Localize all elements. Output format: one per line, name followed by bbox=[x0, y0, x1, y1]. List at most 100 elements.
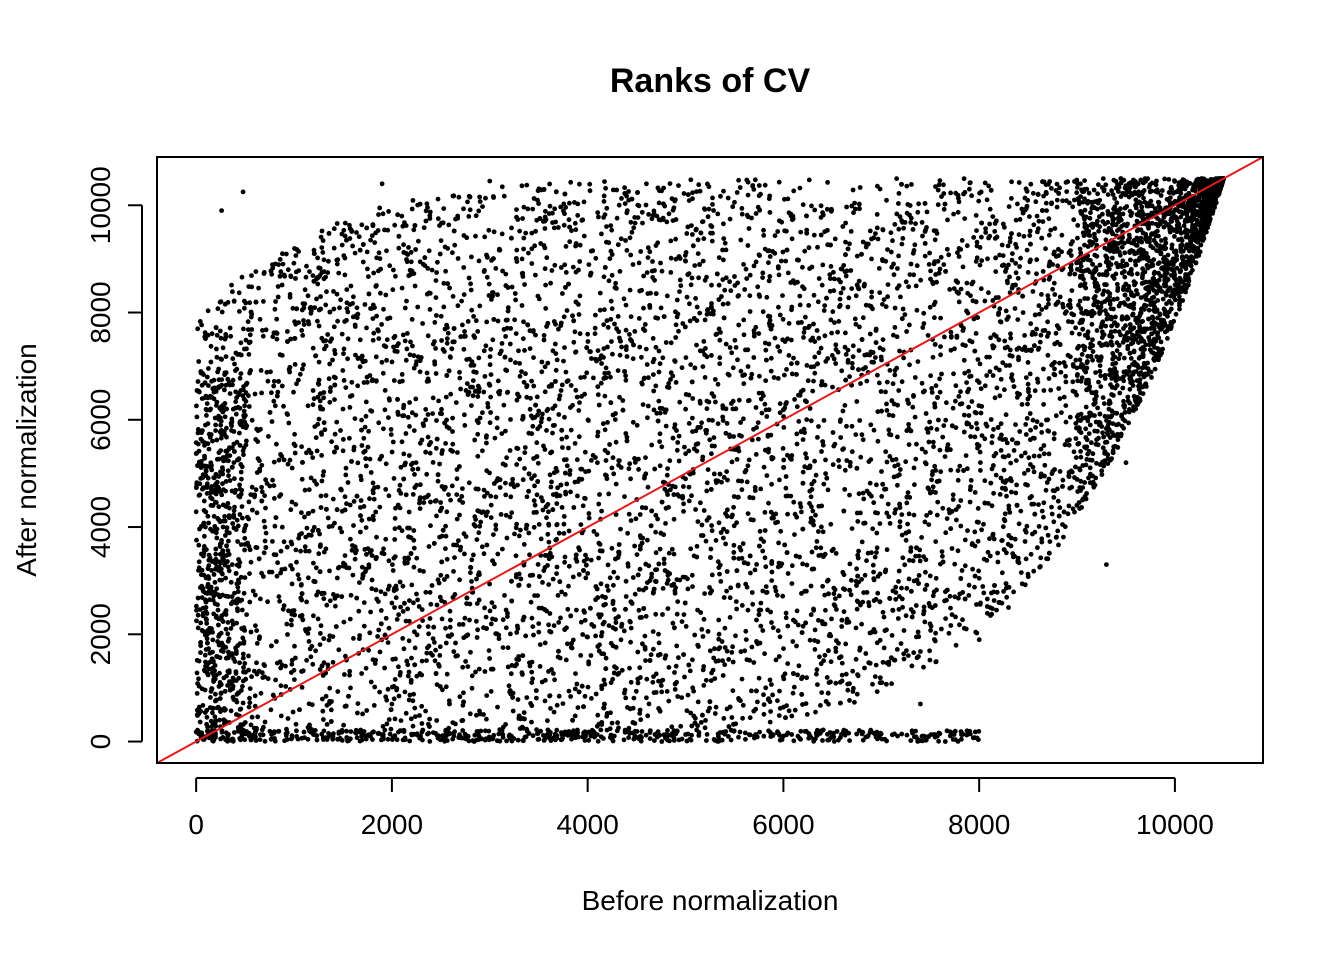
data-point bbox=[411, 227, 417, 233]
data-point bbox=[961, 357, 967, 363]
data-point bbox=[660, 217, 666, 223]
data-point bbox=[547, 181, 552, 187]
data-point bbox=[488, 394, 493, 400]
data-point bbox=[1111, 276, 1117, 281]
data-point bbox=[653, 512, 659, 518]
data-point bbox=[1007, 274, 1012, 280]
data-point bbox=[922, 587, 928, 592]
data-point bbox=[636, 260, 642, 266]
data-point bbox=[457, 464, 462, 469]
data-point bbox=[451, 649, 457, 654]
data-point bbox=[829, 330, 834, 336]
data-point bbox=[313, 435, 319, 441]
data-point bbox=[562, 559, 567, 565]
data-point bbox=[892, 325, 898, 330]
data-point bbox=[1019, 402, 1025, 407]
data-point bbox=[1181, 223, 1187, 229]
data-point bbox=[562, 414, 567, 420]
data-point bbox=[1089, 321, 1095, 327]
data-point bbox=[407, 352, 413, 358]
data-point bbox=[766, 260, 771, 266]
data-point bbox=[1012, 306, 1018, 311]
data-point bbox=[199, 628, 205, 633]
data-point bbox=[809, 504, 814, 510]
data-point bbox=[593, 633, 598, 639]
data-point bbox=[957, 622, 962, 628]
data-point bbox=[427, 716, 432, 722]
data-point bbox=[486, 293, 492, 298]
data-point bbox=[912, 414, 918, 420]
data-point bbox=[896, 253, 901, 259]
data-point bbox=[967, 499, 973, 505]
data-point bbox=[1013, 270, 1019, 276]
data-point bbox=[364, 552, 369, 557]
data-point bbox=[872, 554, 878, 560]
data-point bbox=[1031, 501, 1037, 507]
data-point bbox=[746, 457, 752, 463]
data-point bbox=[578, 522, 584, 527]
data-point bbox=[1145, 212, 1151, 218]
data-point bbox=[712, 711, 718, 716]
data-point bbox=[508, 326, 514, 331]
data-point bbox=[265, 378, 271, 384]
data-point bbox=[393, 595, 399, 601]
data-point bbox=[328, 707, 334, 713]
data-point bbox=[1046, 330, 1051, 336]
data-point bbox=[226, 538, 231, 544]
data-point bbox=[217, 299, 223, 305]
data-point bbox=[909, 663, 915, 669]
data-point bbox=[740, 541, 746, 546]
data-point bbox=[1052, 249, 1057, 255]
data-point bbox=[560, 291, 565, 296]
data-point bbox=[1030, 464, 1036, 470]
data-point bbox=[693, 507, 698, 512]
data-point bbox=[820, 262, 826, 268]
data-point bbox=[334, 221, 340, 226]
data-point bbox=[273, 677, 278, 683]
data-point bbox=[956, 595, 961, 601]
data-point bbox=[491, 195, 496, 200]
data-point bbox=[363, 525, 369, 530]
data-point bbox=[632, 220, 638, 226]
data-point bbox=[632, 543, 637, 549]
data-point bbox=[1037, 564, 1043, 570]
data-point bbox=[477, 194, 482, 200]
data-point bbox=[677, 277, 683, 283]
data-point bbox=[721, 188, 726, 194]
data-point bbox=[856, 579, 862, 585]
data-point bbox=[351, 499, 357, 504]
data-point bbox=[214, 535, 220, 541]
data-point bbox=[347, 502, 353, 508]
data-point bbox=[412, 283, 418, 289]
data-point bbox=[719, 479, 724, 485]
data-point bbox=[558, 388, 564, 393]
data-point bbox=[381, 306, 386, 312]
data-point bbox=[904, 585, 910, 591]
data-point bbox=[406, 453, 412, 458]
data-point bbox=[636, 456, 641, 462]
data-point bbox=[842, 467, 848, 473]
data-point bbox=[352, 416, 358, 421]
data-point bbox=[526, 583, 532, 588]
data-point bbox=[332, 431, 338, 437]
data-point bbox=[649, 571, 655, 577]
data-point bbox=[619, 196, 624, 201]
data-point bbox=[636, 467, 641, 472]
data-point bbox=[629, 229, 635, 235]
data-point bbox=[811, 378, 816, 384]
data-point bbox=[558, 265, 564, 270]
data-point bbox=[1034, 257, 1040, 263]
data-point bbox=[925, 333, 931, 338]
data-point bbox=[398, 464, 404, 470]
data-point bbox=[510, 476, 515, 482]
data-point bbox=[953, 383, 959, 389]
data-point bbox=[268, 369, 273, 375]
data-point bbox=[342, 494, 348, 500]
data-point bbox=[248, 722, 254, 728]
data-point bbox=[330, 634, 336, 639]
data-point bbox=[681, 484, 686, 489]
data-point bbox=[393, 505, 398, 511]
data-point bbox=[1141, 195, 1146, 201]
data-point bbox=[885, 294, 890, 300]
data-point bbox=[595, 348, 601, 353]
